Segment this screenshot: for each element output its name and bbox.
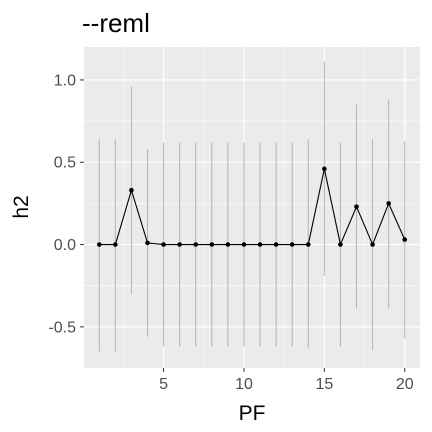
data-point: [129, 187, 134, 193]
y-tick-label: 0.0: [54, 237, 76, 254]
x-tick-label: 20: [396, 376, 414, 393]
data-point: [209, 242, 215, 247]
data-point: [113, 242, 118, 247]
data-point: [273, 242, 279, 247]
data-point: [402, 237, 408, 242]
x-axis: 5 10 15 20: [159, 368, 414, 393]
data-point: [145, 240, 150, 246]
data-point: [322, 166, 327, 172]
data-point: [225, 242, 231, 247]
data-point: [193, 242, 199, 247]
y-tick-label: -0.5: [48, 319, 76, 336]
chart-title: --reml: [82, 8, 150, 38]
data-series: [96, 166, 408, 247]
data-point: [289, 242, 295, 247]
data-point: [177, 242, 182, 247]
y-tick-label: 1.0: [54, 72, 76, 89]
data-point: [305, 242, 311, 247]
x-tick-label: 5: [159, 376, 168, 393]
data-point: [338, 242, 343, 247]
plot-panel: [84, 47, 420, 368]
x-tick-label: 10: [235, 376, 253, 393]
x-tick-label: 15: [315, 376, 333, 393]
series-line: [99, 168, 406, 247]
data-point: [257, 242, 263, 247]
data-point: [370, 242, 375, 247]
data-point: [241, 242, 247, 247]
y-axis-label: h2: [10, 195, 33, 218]
x-axis-label: PF: [239, 402, 266, 425]
data-point: [354, 204, 359, 209]
data-point: [96, 242, 102, 247]
y-axis: -0.5 0.0 0.5 1.0: [48, 72, 84, 336]
data-point: [161, 242, 166, 247]
y-tick-label: 0.5: [54, 155, 76, 172]
data-point: [386, 201, 391, 206]
